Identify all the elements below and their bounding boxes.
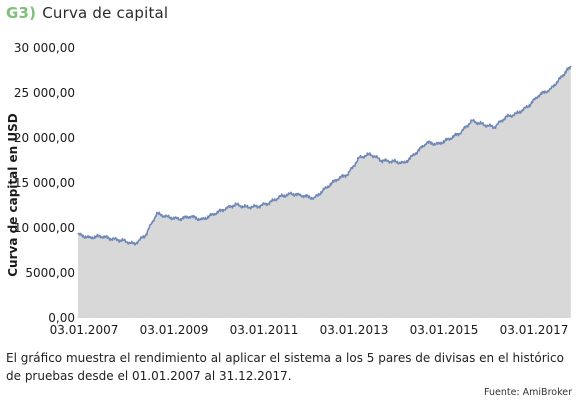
y-tick-label: 20 000,00 (14, 131, 75, 145)
x-tick-label: 03.01.2009 (140, 323, 209, 337)
x-tick-label: 03.01.2017 (500, 323, 569, 337)
equity-area (78, 66, 571, 318)
x-tick-label: 03.01.2011 (230, 323, 299, 337)
y-tick-label: 10 000,00 (14, 221, 75, 235)
chart-header: G3) Curva de capital (6, 4, 168, 22)
figure-caption: El gráfico muestra el rendimiento al apl… (6, 351, 564, 383)
y-tick-label: 15 000,00 (14, 176, 75, 190)
x-tick-label: 03.01.2015 (410, 323, 479, 337)
source-note: Fuente: AmiBroker (484, 387, 572, 398)
chart-title: Curva de capital (42, 4, 169, 22)
y-tick-label: 30 000,00 (14, 41, 75, 55)
y-tick-label: 0,00 (48, 311, 75, 325)
y-tick-label: 5000,00 (25, 266, 75, 280)
y-axis-title: Curva de capital en USD (6, 113, 20, 277)
x-tick-label: 03.01.2007 (50, 323, 119, 337)
figure-code: G3) (6, 4, 37, 22)
x-tick-label: 03.01.2013 (320, 323, 389, 337)
equity-line (77, 65, 572, 246)
y-tick-label: 25 000,00 (14, 86, 75, 100)
